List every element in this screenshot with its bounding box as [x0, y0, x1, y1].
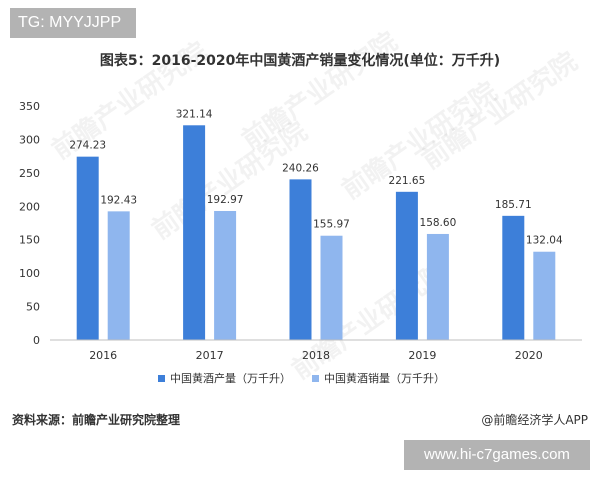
bar-value-label: 132.04	[526, 235, 563, 247]
site-badge: www.hi-c7games.com	[404, 440, 590, 470]
y-axis: 0 50 100 150 200 250 300 350	[19, 100, 40, 347]
bar-sales	[426, 233, 449, 340]
bar-value-label: 192.97	[207, 194, 244, 206]
bar-sales	[533, 251, 556, 340]
bar-value-label: 274.23	[69, 140, 106, 152]
y-tick-label: 50	[26, 301, 40, 314]
y-tick-label: 300	[19, 133, 40, 146]
y-tick-label: 150	[19, 234, 40, 247]
x-tick-label: 2017	[196, 349, 224, 362]
bar-sales	[320, 235, 343, 340]
x-tick-label: 2018	[302, 349, 330, 362]
bar-production	[76, 156, 99, 340]
bar-value-label: 192.43	[100, 194, 137, 206]
bar-value-label: 185.71	[495, 199, 532, 211]
bar-production	[502, 215, 525, 340]
watermark-text: 前瞻产业研究院	[236, 26, 403, 156]
bar-production	[289, 179, 312, 340]
x-tick-label: 2016	[89, 349, 117, 362]
x-axis: 2016 2017 2018 2019 2020	[50, 339, 582, 362]
legend-label: 中国黄酒产量（万千升）	[170, 371, 291, 385]
bar-production	[395, 191, 418, 340]
bar-sales	[107, 211, 130, 340]
tag-badge: TG: MYYJJPP	[10, 8, 136, 38]
y-tick-label: 250	[19, 167, 40, 180]
bar-value-label: 221.65	[389, 175, 426, 187]
bars: 274.23 192.43 321.14 192.97 240.26 155.97 221.…	[69, 108, 563, 340]
x-tick-label: 2020	[515, 349, 543, 362]
legend-label: 中国黄酒销量（万千升）	[324, 371, 445, 385]
legend: 中国黄酒产量（万千升） 中国黄酒销量（万千升）	[158, 371, 445, 385]
brand-credit: @前瞻经济学人APP	[481, 413, 588, 427]
bar-production	[183, 125, 206, 340]
legend-swatch	[312, 375, 319, 382]
source-note: 资料来源：前瞻产业研究院整理	[12, 413, 181, 427]
bar-value-label: 158.60	[420, 217, 457, 229]
bar-value-label: 240.26	[282, 162, 319, 174]
y-tick-label: 350	[19, 100, 40, 113]
y-tick-label: 100	[19, 267, 40, 280]
y-tick-label: 0	[33, 334, 40, 347]
bar-sales	[214, 210, 237, 340]
y-tick-label: 200	[19, 200, 40, 213]
legend-swatch	[158, 375, 165, 382]
chart-title: 图表5：2016-2020年中国黄酒产销量变化情况(单位：万千升)	[99, 53, 501, 69]
bar-value-label: 155.97	[313, 219, 350, 231]
bar-value-label: 321.14	[176, 108, 213, 120]
x-tick-label: 2019	[408, 349, 436, 362]
